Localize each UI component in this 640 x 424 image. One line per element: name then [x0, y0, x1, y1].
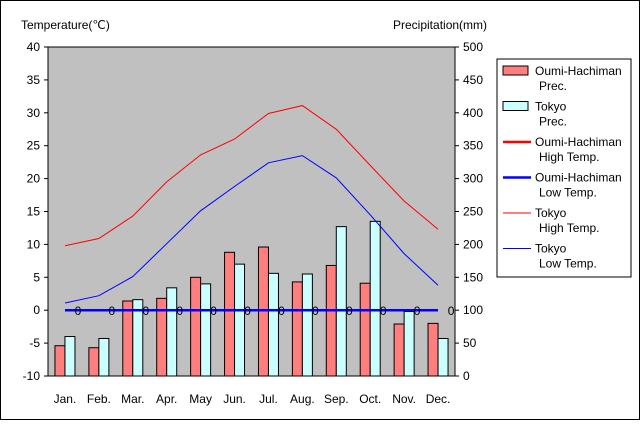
x-tick-label: Mar.: [121, 392, 144, 406]
bar-oumi-hachiman-prec: [359, 282, 371, 377]
zero-marker-label: 0: [312, 304, 319, 318]
x-tick-label: Jan.: [54, 392, 77, 406]
right-tick-label: 50: [463, 336, 477, 350]
legend-label-oumi-hachiman-low-temp: Low Temp.: [539, 186, 597, 200]
plot-area: [47, 46, 456, 377]
bar-tokyo-prec: [403, 311, 415, 377]
left-axis-title: Temperature(℃): [21, 18, 110, 32]
left-tick-label: 15: [27, 205, 41, 219]
left-tick-label: -5: [29, 336, 40, 350]
right-tick-label: 250: [463, 205, 483, 219]
zero-marker-label: 0: [210, 304, 217, 318]
x-tick-label: Feb.: [87, 392, 111, 406]
legend-label-tokyo-low-temp: Low Temp.: [539, 257, 597, 271]
bar-oumi-hachiman-prec: [325, 264, 337, 377]
x-tick-label: Oct.: [359, 392, 381, 406]
legend-label-tokyo-high-temp: Tokyo: [535, 206, 567, 220]
bars-layer: [54, 220, 449, 377]
bar-tokyo-prec: [369, 220, 381, 377]
right-tick-label: 150: [463, 270, 483, 284]
right-tick-label: 200: [463, 237, 483, 251]
zero-marker-label: 0: [75, 304, 82, 318]
zero-marker-label: 0: [176, 304, 183, 318]
bar-tokyo-prec: [64, 336, 76, 377]
bar-tokyo-prec: [98, 337, 110, 377]
zero-marker-label: 0: [346, 304, 353, 318]
left-tick-label: 25: [27, 139, 41, 153]
x-tick-label: Jun.: [223, 392, 246, 406]
x-tick-label: Jul.: [259, 392, 278, 406]
bar-oumi-hachiman-prec: [190, 276, 202, 377]
legend-label-oumi-hachiman-prec: Oumi-Hachiman: [535, 64, 622, 78]
lines-layer: [64, 105, 439, 312]
zero-marker-label: 0: [278, 304, 285, 318]
left-tick-label: 10: [27, 237, 41, 251]
x-tick-label: Apr.: [156, 392, 177, 406]
right-tick-label: 500: [463, 40, 483, 54]
bar-tokyo-prec: [437, 337, 449, 377]
zero-marker-label: 0: [380, 304, 387, 318]
tokyo-low-temp-line: [64, 155, 439, 304]
bar-tokyo-prec: [166, 287, 178, 377]
bar-oumi-hachiman-prec: [122, 300, 134, 377]
left-tick-label: 40: [27, 40, 41, 54]
legend-label-tokyo-prec: Tokyo: [535, 100, 567, 114]
zero-marker-label: 0: [448, 304, 455, 318]
legend-label-oumi-hachiman-prec: Prec.: [539, 79, 567, 93]
bar-tokyo-prec: [132, 299, 144, 377]
bar-oumi-hachiman-prec: [393, 323, 405, 377]
bar-tokyo-prec: [335, 226, 347, 377]
bar-oumi-hachiman-prec: [291, 281, 303, 377]
right-axis-title: Precipitation(mm): [393, 18, 487, 32]
left-tick-label: 5: [33, 270, 40, 284]
legend-label-oumi-hachiman-low-temp: Oumi-Hachiman: [535, 171, 622, 185]
right-tick-label: 0: [463, 369, 470, 383]
x-tick-label: Nov.: [392, 392, 416, 406]
left-tick-label: 0: [33, 303, 40, 317]
legend-swatch-oumi-hachiman-prec: [502, 65, 529, 76]
left-tick-label: 35: [27, 73, 41, 87]
bar-oumi-hachiman-prec: [257, 246, 269, 377]
bar-tokyo-prec: [301, 273, 313, 377]
bar-oumi-hachiman-prec: [427, 322, 439, 377]
legend-label-oumi-hachiman-high-temp: Oumi-Hachiman: [535, 135, 622, 149]
bar-tokyo-prec: [267, 272, 279, 377]
right-tick-label: 350: [463, 139, 483, 153]
x-tick-label: Dec.: [426, 392, 451, 406]
right-tick-label: 400: [463, 106, 483, 120]
legend-swatch-tokyo-prec: [502, 101, 529, 111]
x-axis-labels: Jan. Feb. Mar. Apr. May Jun. Jul. Aug. Sep. Oct. N…: [54, 392, 451, 406]
legend-label-tokyo-low-temp: Tokyo: [535, 242, 567, 256]
right-tick-label: 100: [463, 303, 483, 317]
x-tick-label: May: [189, 392, 212, 406]
x-tick-label: Aug.: [290, 392, 315, 406]
bar-oumi-hachiman-prec: [54, 345, 66, 377]
legend-box: [496, 58, 632, 278]
right-tick-label: 450: [463, 73, 483, 87]
zero-marker-label: 0: [414, 304, 421, 318]
left-tick-label: 20: [27, 172, 41, 186]
bar-oumi-hachiman-prec: [88, 347, 100, 377]
bar-tokyo-prec: [200, 283, 212, 377]
bar-oumi-hachiman-prec: [224, 251, 236, 377]
x-tick-label: Sep.: [324, 392, 349, 406]
legend-label-tokyo-high-temp: High Temp.: [539, 221, 599, 235]
zero-marker-label: 0: [109, 304, 116, 318]
legend-label-oumi-hachiman-high-temp: High Temp.: [539, 150, 599, 164]
bar-tokyo-prec: [234, 263, 246, 377]
zero-marker-label: 0: [244, 304, 251, 318]
tokyo-high-temp-line: [64, 105, 439, 247]
zero-markers-layer: 0 0 0 0 0 0 0 0 0 0 0 0: [75, 304, 455, 318]
left-tick-label: 30: [27, 106, 41, 120]
zero-marker-label: 0: [142, 304, 149, 318]
legend: Oumi-HachimanPrec.TokyoPrec.Oumi-Hachima…: [502, 64, 622, 271]
left-axis: 40 35 30 25 20 15 10 5 0 -5 -10: [23, 40, 48, 383]
legend-label-tokyo-prec: Prec.: [539, 115, 567, 129]
left-tick-label: -10: [23, 369, 41, 383]
right-tick-label: 300: [463, 172, 483, 186]
